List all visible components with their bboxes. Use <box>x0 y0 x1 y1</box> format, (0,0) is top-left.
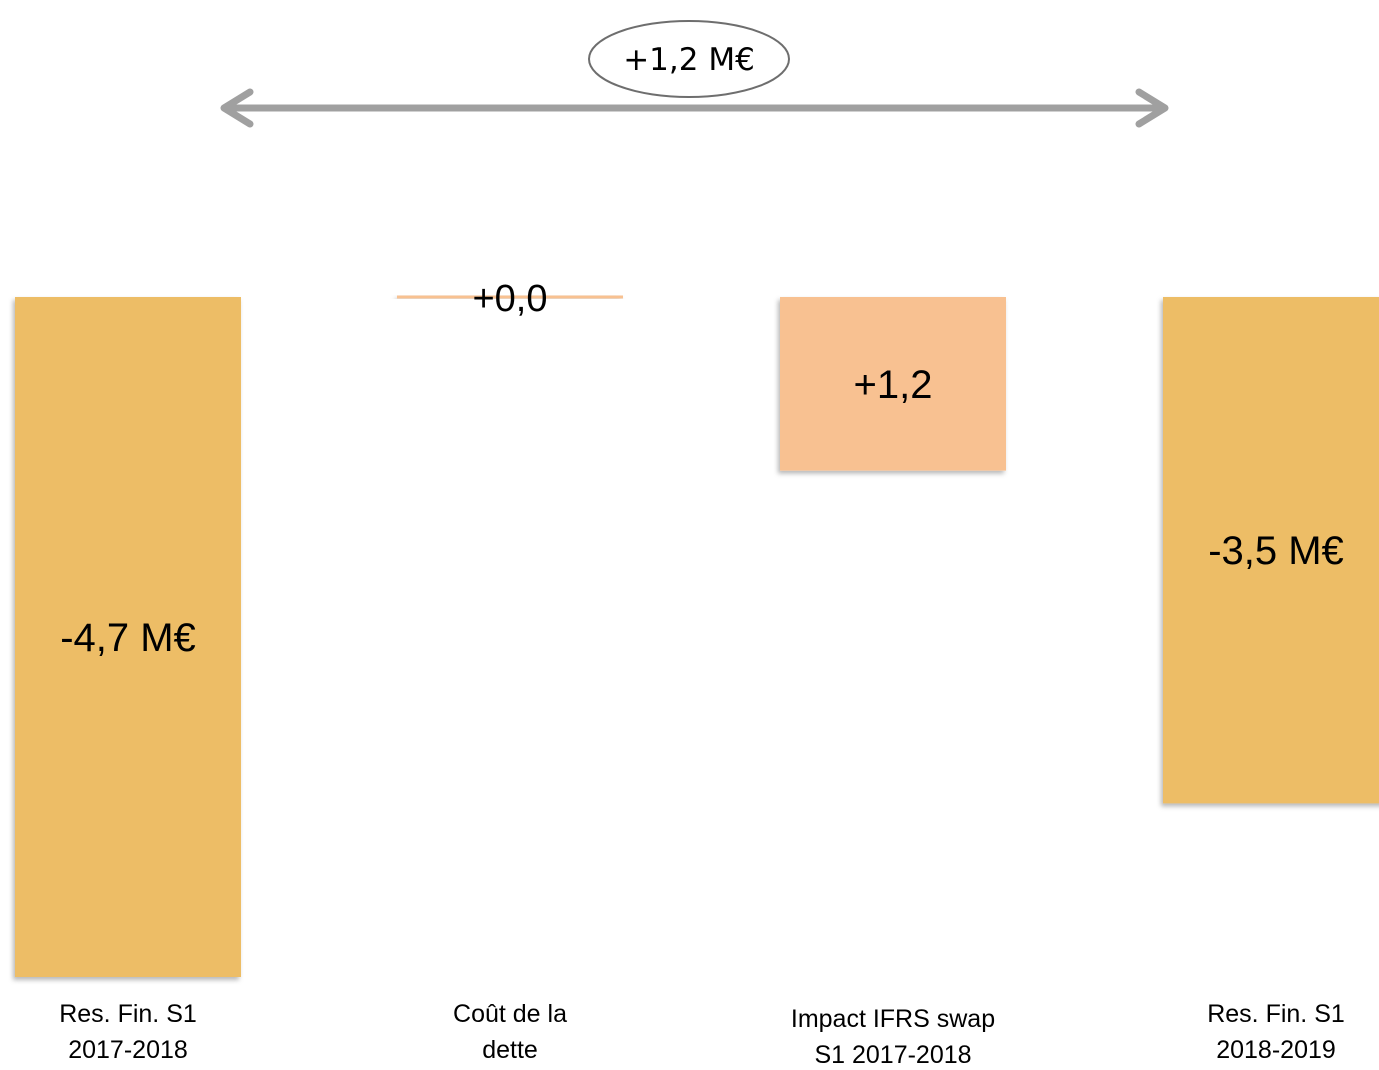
variation-ellipse <box>588 20 790 98</box>
labels-layer: -4,7 M€ Res. Fin. S1 2017-2018 +0,0 Coût de … <box>59 278 1345 1069</box>
bar-2 <box>780 297 1006 471</box>
variation-label: +1,2 M€ <box>623 42 755 78</box>
bar-0 <box>15 297 241 977</box>
bar-1 <box>397 295 623 299</box>
category-label-0-line-0: Res. Fin. S1 <box>59 1000 197 1028</box>
variation-indicator: +1,2 M€ <box>220 20 1169 128</box>
variation-arrow-right-head <box>1135 88 1169 128</box>
category-label-1-line-0: Coût de la <box>453 1000 567 1028</box>
variation-arrow-left-head <box>220 88 254 128</box>
category-label-3-line-1: 2018-2019 <box>1216 1036 1336 1064</box>
bar-3 <box>1163 297 1379 804</box>
category-label-0-line-1: 2017-2018 <box>68 1036 188 1064</box>
category-label-3-line-0: Res. Fin. S1 <box>1207 1000 1345 1028</box>
data-label-1: +0,0 <box>472 278 547 320</box>
category-label-2-line-1: S1 2017-2018 <box>814 1041 971 1069</box>
data-label-2: +1,2 <box>854 363 933 407</box>
category-label-2-line-0: Impact IFRS swap <box>791 1005 995 1033</box>
bars-layer <box>15 295 1379 977</box>
data-label-0: -4,7 M€ <box>60 616 196 660</box>
category-label-1-line-1: dette <box>482 1036 538 1064</box>
data-label-3: -3,5 M€ <box>1208 529 1344 573</box>
